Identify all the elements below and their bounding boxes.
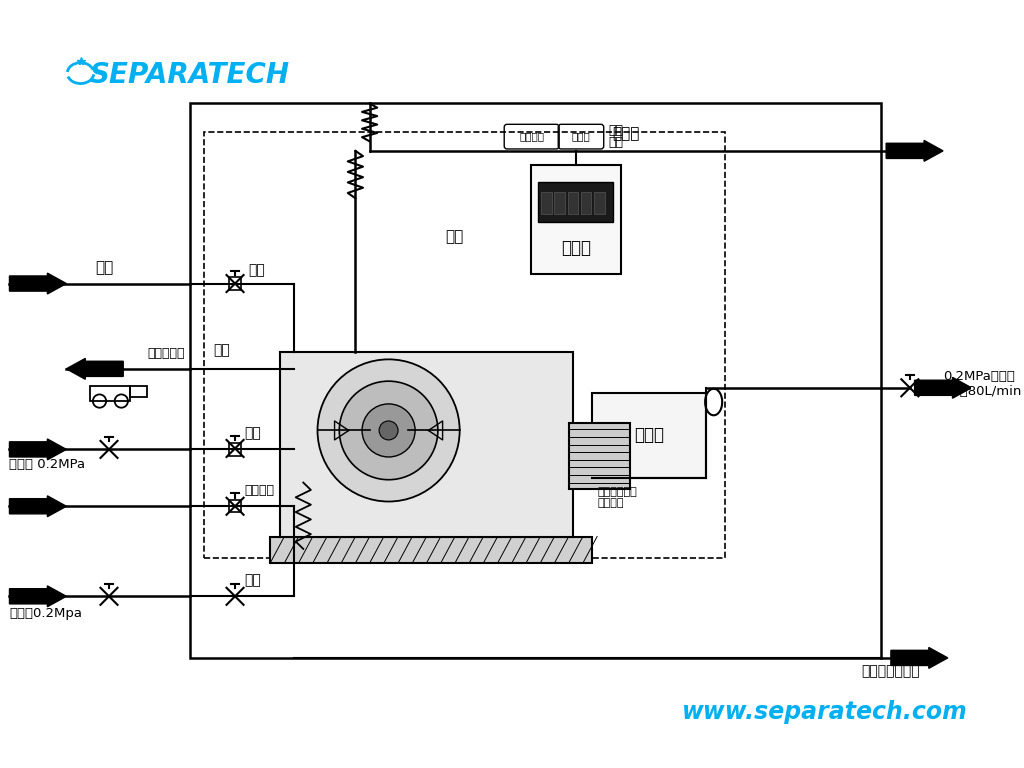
Bar [541, 191, 552, 214]
Text: 经离心干料: 经离心干料 [147, 347, 184, 360]
FancyArrow shape [67, 359, 123, 379]
Bar [530, 165, 621, 274]
FancyArrow shape [914, 377, 972, 399]
Bar [539, 182, 613, 222]
Bar [204, 132, 725, 558]
Bar [270, 537, 592, 563]
Text: 反充: 反充 [245, 573, 261, 587]
Text: 0.2MPa冷却水: 0.2MPa冷却水 [943, 370, 1015, 383]
FancyArrow shape [9, 439, 67, 460]
Text: 60～80L/min: 60～80L/min [943, 386, 1021, 399]
Bar [280, 352, 573, 537]
Bar [568, 423, 630, 489]
Bar [90, 386, 130, 401]
FancyArrow shape [891, 647, 948, 668]
Text: 温度压力液位: 温度压力液位 [597, 487, 637, 497]
Text: 洗涤水 0.2MPa: 洗涤水 0.2MPa [9, 458, 86, 472]
Bar [592, 392, 707, 478]
Text: 数据显示: 数据显示 [597, 498, 624, 508]
Circle shape [317, 359, 460, 502]
Text: 出料: 出料 [213, 343, 230, 358]
Text: 冲洗冲洗: 冲洗冲洗 [245, 484, 274, 497]
Bar [554, 191, 565, 214]
Bar [581, 191, 592, 214]
Text: 洗涤: 洗涤 [245, 426, 261, 440]
Bar [229, 500, 242, 512]
FancyArrow shape [9, 496, 67, 517]
Text: 触摸屏: 触摸屏 [571, 131, 591, 141]
Text: 控制柜: 控制柜 [561, 239, 591, 257]
Text: 虹吸: 虹吸 [445, 229, 464, 244]
Text: 电压电流: 电压电流 [519, 131, 544, 141]
FancyArrow shape [9, 273, 67, 294]
Text: www.separatech.com: www.separatech.com [682, 700, 968, 724]
FancyArrow shape [886, 141, 943, 161]
Text: 温度: 温度 [608, 124, 624, 137]
FancyArrow shape [9, 586, 67, 607]
Bar [130, 386, 146, 397]
Text: 排气口: 排气口 [611, 127, 639, 141]
Bar [229, 443, 242, 455]
Text: 液压站: 液压站 [634, 426, 665, 444]
Text: SEPARATECH: SEPARATECH [90, 61, 290, 89]
Bar [189, 104, 882, 658]
Text: 母液: 母液 [95, 260, 114, 275]
Circle shape [339, 381, 438, 480]
Bar [594, 191, 605, 214]
Text: 排往地沟或回收: 排往地沟或回收 [861, 664, 921, 678]
Text: 进料: 进料 [248, 263, 265, 277]
Circle shape [362, 404, 415, 457]
Text: 振动: 振动 [608, 136, 624, 149]
Circle shape [379, 421, 398, 440]
Bar [229, 277, 242, 290]
Bar [567, 191, 579, 214]
Text: 反充水0.2Mpa: 反充水0.2Mpa [9, 607, 83, 620]
